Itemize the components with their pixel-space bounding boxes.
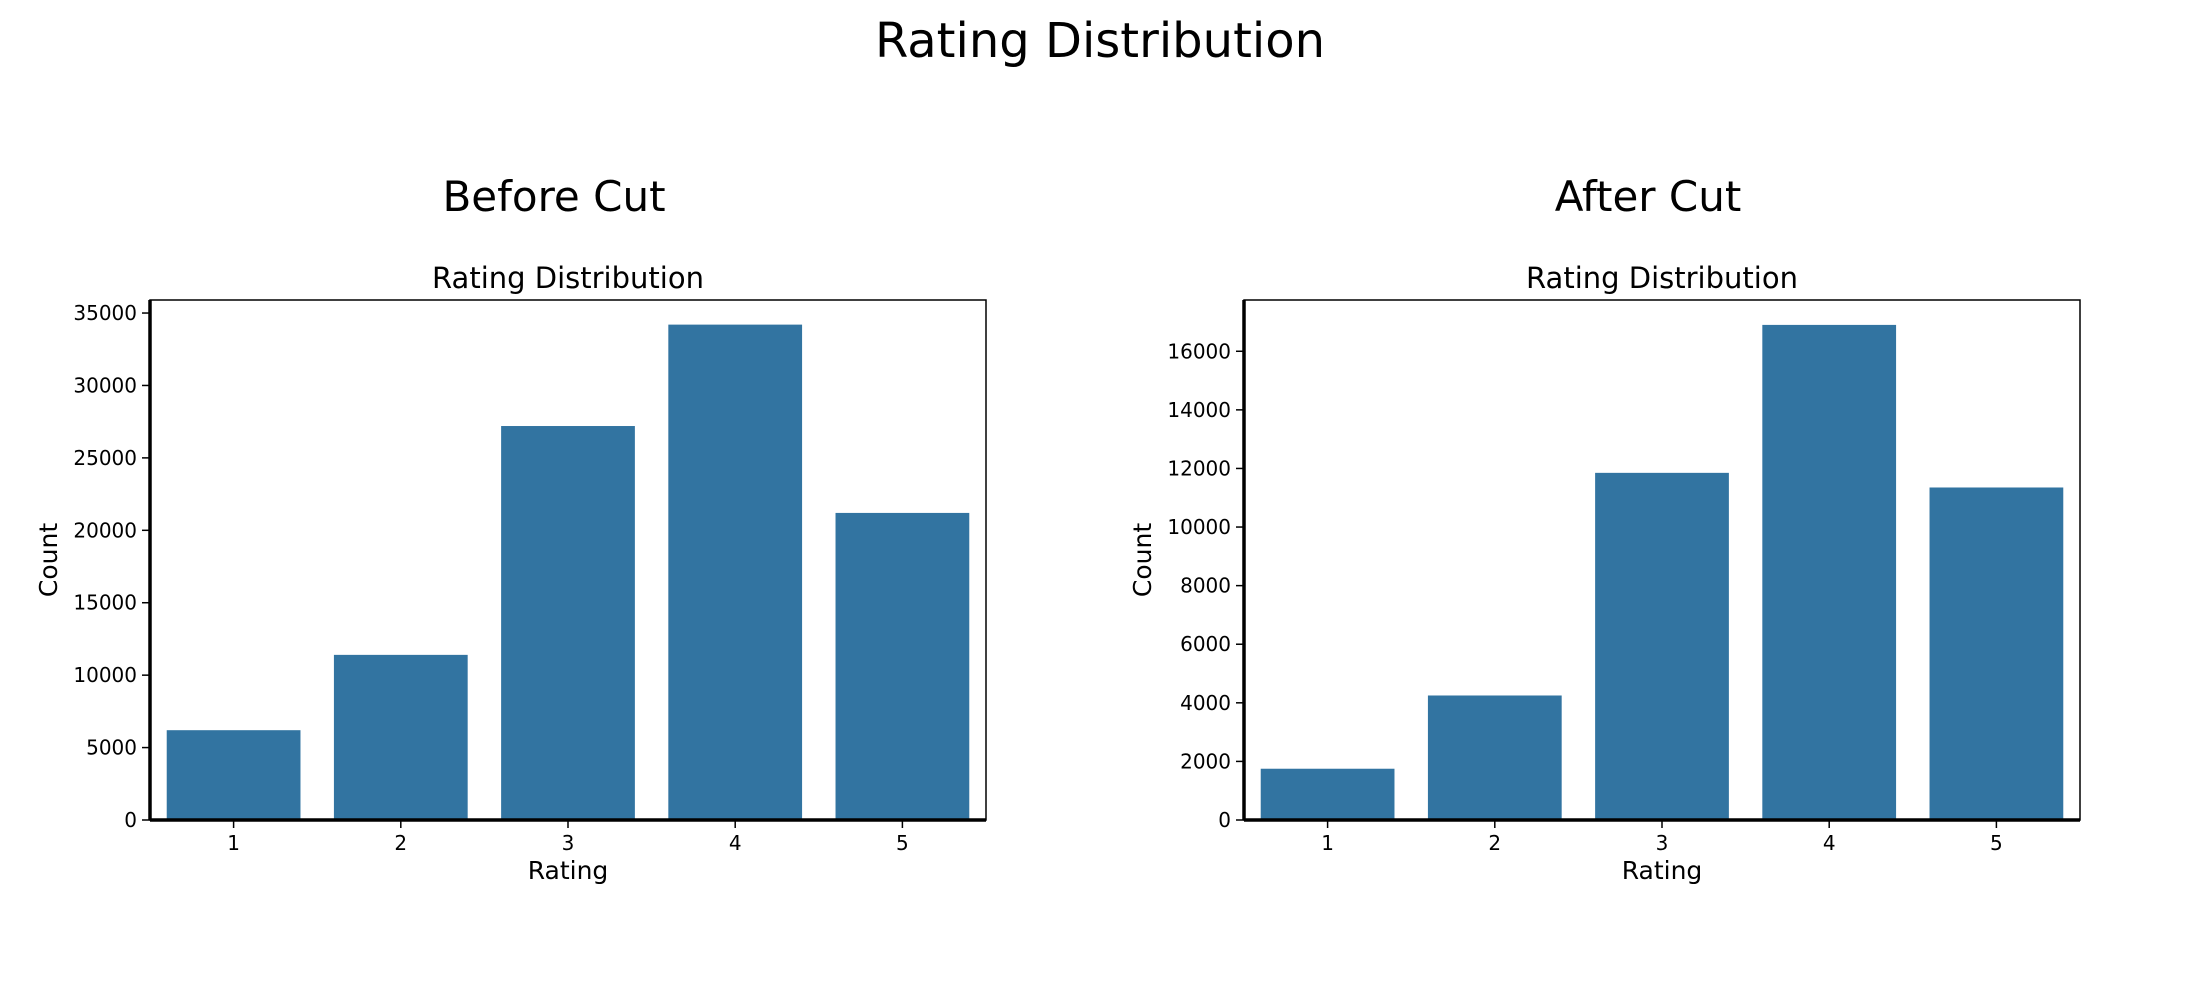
bar-rating-4 (1762, 324, 1897, 820)
x-tick-label: 2 (394, 831, 407, 855)
bar-rating-4 (668, 324, 803, 820)
x-tick-label: 3 (562, 831, 575, 855)
figure-title: Rating Distribution (875, 13, 1325, 69)
y-tick-label: 0 (1218, 808, 1231, 832)
y-tick-label: 2000 (1180, 749, 1231, 773)
y-tick-label: 20000 (73, 518, 137, 542)
bar-rating-3 (501, 426, 635, 820)
chart-after-cut: After Cut Rating Distribution 0 2000 4000 600… (1128, 172, 2081, 885)
y-axis-label: Count (34, 523, 63, 597)
y-tick-label: 0 (124, 808, 137, 832)
y-tick-label: 14000 (1167, 398, 1231, 422)
y-tick-label: 6000 (1180, 632, 1231, 656)
y-axis-label: Count (1128, 523, 1157, 597)
x-tick-label: 3 (1656, 831, 1669, 855)
x-tick-label: 4 (729, 831, 742, 855)
y-tick-label: 8000 (1180, 574, 1231, 598)
y-tick-label: 4000 (1180, 691, 1231, 715)
bar-rating-1 (1260, 768, 1395, 820)
chart-before-cut: Before Cut Rating Distribution 0 5000 10000 1… (34, 172, 987, 885)
panel-title: After Cut (1555, 172, 1742, 221)
x-tick-label: 1 (1321, 831, 1334, 855)
bar-rating-3 (1595, 472, 1729, 820)
y-tick-label: 16000 (1167, 339, 1231, 363)
bar-rating-1 (166, 730, 301, 820)
bar-rating-5 (835, 512, 970, 820)
x-tick-label: 2 (1488, 831, 1501, 855)
charts-container: Before Cut Rating Distribution 0 5000 10000 1… (34, 172, 2081, 885)
x-axis-label: Rating (528, 856, 609, 885)
x-tick-label: 1 (227, 831, 240, 855)
bar-rating-5 (1929, 487, 2064, 820)
x-axis-label: Rating (1622, 856, 1703, 885)
y-tick-label: 35000 (73, 301, 137, 325)
y-tick-label: 15000 (73, 591, 137, 615)
panel-title: Before Cut (442, 172, 665, 221)
y-tick-label: 25000 (73, 446, 137, 470)
axes-title: Rating Distribution (1526, 261, 1798, 295)
y-tick-label: 10000 (73, 663, 137, 687)
y-tick-label: 10000 (1167, 515, 1231, 539)
y-tick-label: 5000 (86, 736, 137, 760)
y-tick-label: 30000 (73, 373, 137, 397)
x-tick-label: 5 (896, 831, 909, 855)
bar-rating-2 (333, 654, 468, 820)
y-tick-label: 12000 (1167, 456, 1231, 480)
x-tick-label: 4 (1823, 831, 1836, 855)
bar-rating-2 (1427, 695, 1562, 820)
axes-title: Rating Distribution (432, 261, 704, 295)
x-tick-label: 5 (1990, 831, 2003, 855)
